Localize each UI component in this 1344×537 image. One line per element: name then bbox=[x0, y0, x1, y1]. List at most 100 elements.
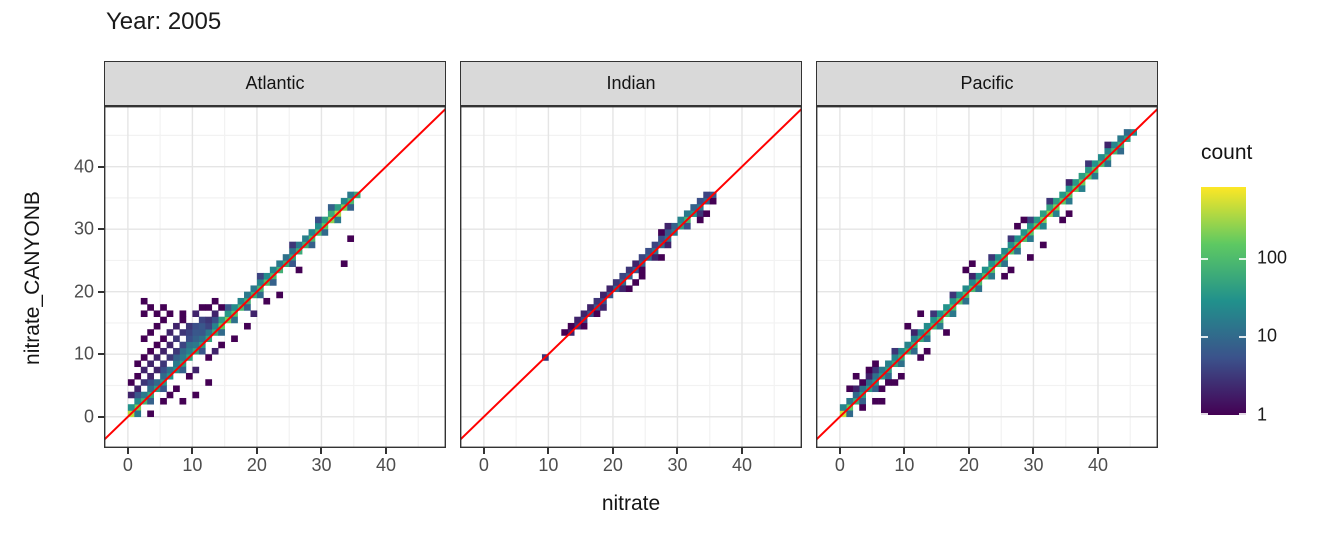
count-bin bbox=[910, 335, 918, 343]
legend-tick-mark bbox=[1201, 413, 1208, 415]
count-bin bbox=[885, 372, 892, 380]
count-bin bbox=[244, 322, 251, 330]
count-bin bbox=[166, 310, 174, 318]
legend-tick-mark bbox=[1201, 257, 1208, 260]
count-bin bbox=[185, 322, 193, 330]
count-bin bbox=[231, 316, 238, 324]
count-bin bbox=[192, 335, 200, 343]
count-bin bbox=[619, 272, 627, 280]
x-tick-mark bbox=[191, 448, 194, 454]
count-bin bbox=[173, 354, 180, 361]
count-bin bbox=[988, 260, 996, 267]
count-bin bbox=[147, 304, 154, 311]
count-bin bbox=[334, 216, 342, 224]
count-bin bbox=[179, 329, 187, 336]
count-bin bbox=[872, 397, 879, 405]
count-bin bbox=[231, 304, 238, 311]
count-bin bbox=[282, 254, 290, 261]
count-bin bbox=[988, 254, 996, 261]
count-bin bbox=[580, 322, 588, 330]
x-tick-mark bbox=[255, 448, 258, 454]
count-bin bbox=[703, 210, 711, 217]
count-bin bbox=[198, 329, 206, 336]
count-bin bbox=[1027, 235, 1034, 242]
y-tick-label: 10 bbox=[73, 343, 94, 364]
count-bin bbox=[244, 291, 251, 299]
count-bin bbox=[878, 366, 886, 374]
count-bin bbox=[846, 410, 854, 418]
count-bin bbox=[897, 347, 905, 355]
count-bin bbox=[166, 366, 174, 374]
count-bin bbox=[981, 266, 989, 274]
x-tick-mark bbox=[547, 448, 550, 454]
count-bin bbox=[185, 329, 193, 336]
facet-strip-label: Indian bbox=[606, 73, 656, 93]
facet-strip-label: Pacific bbox=[960, 73, 1014, 93]
x-tick-label: 20 bbox=[958, 455, 979, 475]
count-bin bbox=[949, 297, 957, 305]
count-bin bbox=[891, 379, 899, 386]
count-bin bbox=[153, 322, 161, 330]
count-bin bbox=[664, 241, 672, 249]
count-bin bbox=[1110, 141, 1118, 149]
count-bin bbox=[218, 329, 225, 336]
x-tick-label: 10 bbox=[182, 455, 203, 475]
count-bin bbox=[185, 335, 193, 343]
facet-strip-indian: Indian bbox=[460, 61, 802, 106]
count-bin bbox=[593, 297, 601, 305]
legend-tick-mark bbox=[1239, 257, 1246, 260]
count-bin bbox=[1039, 210, 1047, 217]
count-bin bbox=[1104, 147, 1112, 155]
count-bin bbox=[147, 385, 154, 393]
count-bin bbox=[153, 354, 161, 361]
count-bin bbox=[302, 235, 309, 242]
count-bin bbox=[147, 397, 154, 405]
legend-tick-label: 100 bbox=[1257, 247, 1288, 268]
count-bin bbox=[1078, 185, 1086, 192]
count-bin bbox=[160, 366, 167, 374]
count-bin bbox=[347, 235, 355, 242]
x-tick-mark bbox=[320, 448, 323, 454]
count-bin bbox=[211, 347, 219, 355]
count-bin bbox=[1072, 179, 1079, 186]
count-bin bbox=[173, 360, 180, 368]
count-bin bbox=[160, 347, 167, 355]
x-tick-label: 40 bbox=[731, 455, 752, 475]
count-bin bbox=[153, 379, 161, 386]
count-bin bbox=[690, 204, 698, 211]
count-bin bbox=[256, 272, 264, 280]
count-bin bbox=[140, 297, 148, 305]
count-bin bbox=[147, 379, 154, 386]
count-bin bbox=[250, 310, 258, 318]
count-bin bbox=[276, 260, 284, 267]
count-bin bbox=[658, 229, 665, 236]
count-bin bbox=[134, 410, 142, 418]
count-bin bbox=[1065, 210, 1073, 217]
count-bin bbox=[289, 260, 296, 267]
count-bin bbox=[198, 335, 206, 343]
count-bin bbox=[625, 285, 633, 292]
count-bin bbox=[185, 372, 193, 380]
count-bin bbox=[308, 241, 316, 249]
count-bin bbox=[140, 335, 148, 343]
count-bin bbox=[891, 347, 899, 355]
count-bin bbox=[703, 191, 711, 199]
count-bin bbox=[852, 391, 860, 399]
count-bin bbox=[1059, 216, 1067, 224]
legend-tick-label: 10 bbox=[1257, 325, 1278, 346]
count-bin bbox=[276, 291, 284, 299]
count-bin bbox=[160, 397, 167, 405]
count-bin bbox=[949, 291, 957, 299]
count-bin bbox=[347, 191, 355, 199]
count-bin bbox=[1001, 247, 1008, 255]
identity-line bbox=[104, 107, 446, 442]
count-bin bbox=[134, 372, 142, 380]
x-tick-label: 30 bbox=[667, 455, 688, 475]
count-bin bbox=[1027, 254, 1034, 261]
identity-line bbox=[460, 107, 802, 442]
count-bin bbox=[295, 266, 303, 274]
count-bin bbox=[134, 385, 142, 393]
count-bin bbox=[334, 204, 342, 211]
count-bin bbox=[153, 341, 161, 349]
y-tick-mark bbox=[98, 415, 104, 418]
